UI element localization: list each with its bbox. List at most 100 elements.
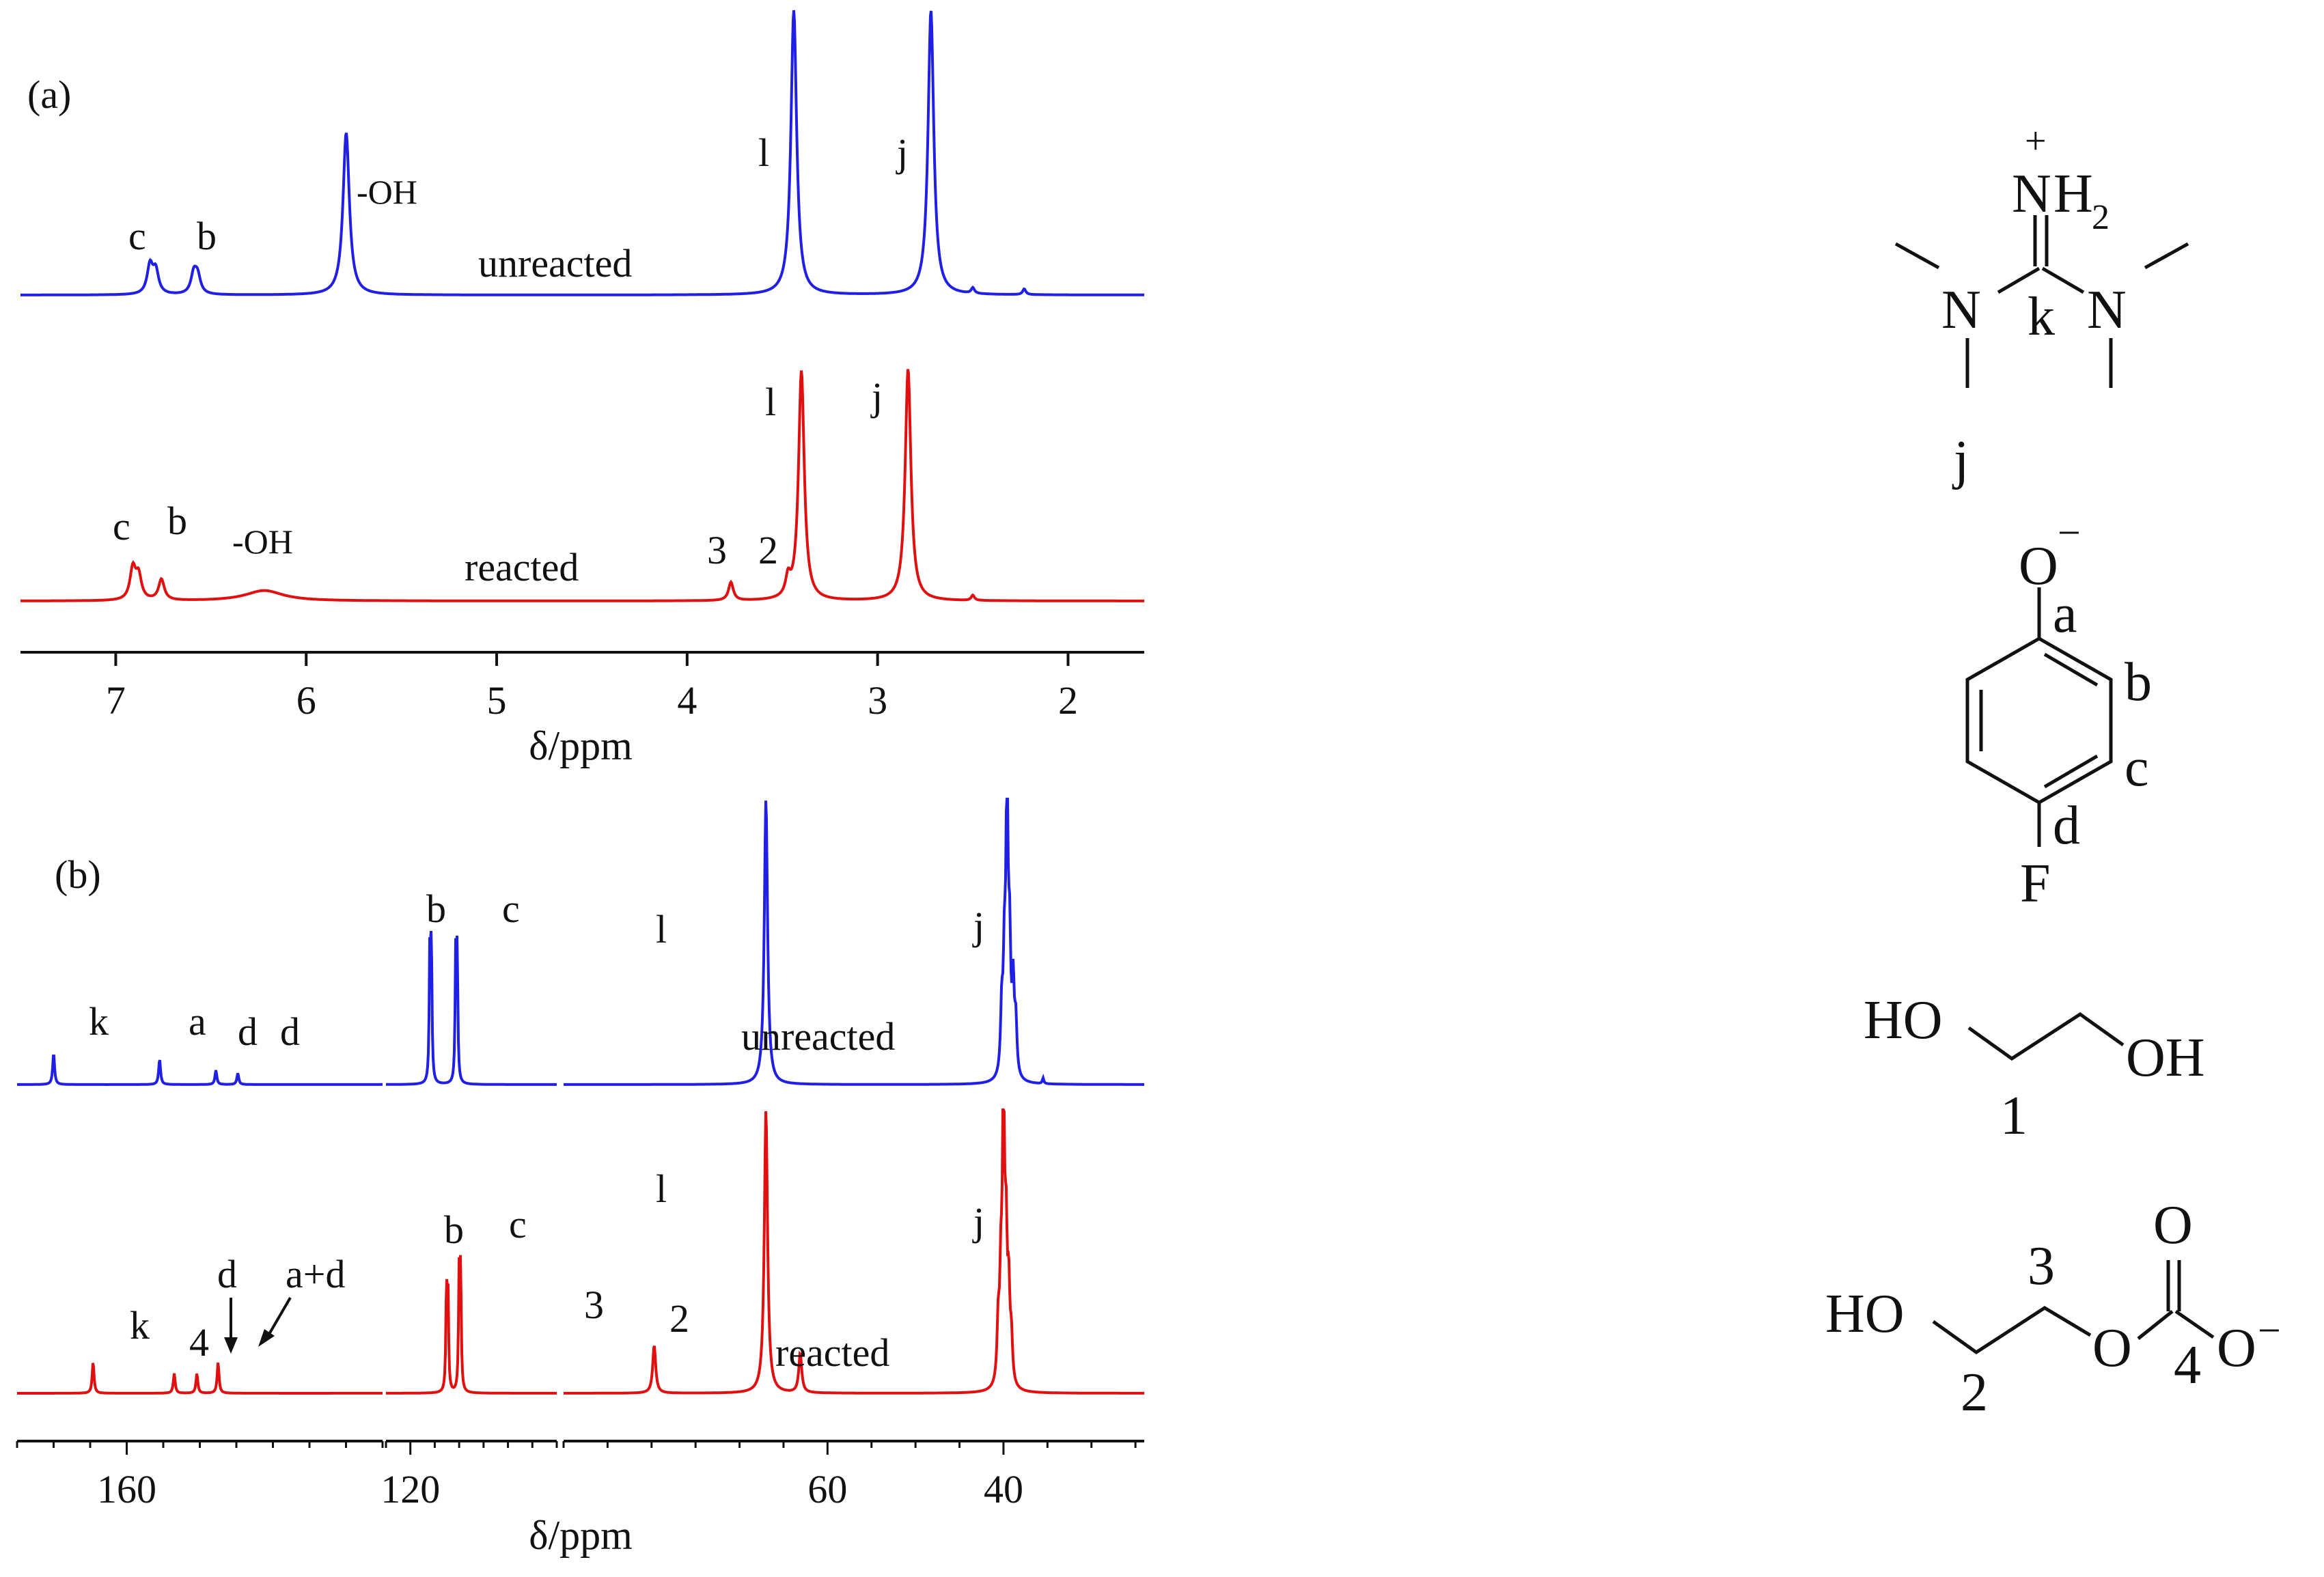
peak-label-b-r-3: 3 (584, 1283, 604, 1327)
peak-label-b-r-d: d (217, 1252, 237, 1296)
peak-label-b-r-j: j (972, 1199, 984, 1244)
peak-label-a-r-c: c (113, 504, 130, 548)
series-label-b-unreacted: unreacted (741, 1014, 895, 1059)
peak-label-a-u-j: j (896, 130, 908, 175)
x-tick-label-a-1: 6 (296, 678, 316, 723)
peak-label-b-u-a: a (189, 999, 206, 1044)
benzene-inner-3 (2043, 754, 2099, 789)
peak-label-b-u-c: c (502, 887, 520, 931)
x-tick-label-a-3: 4 (677, 678, 697, 723)
peak-label-a-u-oh: -OH (357, 173, 417, 211)
carb-o-top: O (2153, 1195, 2193, 1255)
carb-chain (1932, 1306, 2092, 1355)
peak-label-b-u-l: l (656, 907, 667, 951)
x-tick-label-b-2-0: 60 (807, 1467, 847, 1511)
arrow-d-head (224, 1337, 238, 1354)
peak-label-a-u-c: c (128, 214, 146, 258)
x-tick-label-a-4: 3 (868, 678, 887, 723)
benzene-inner-2 (2043, 652, 2099, 687)
panel-b-label: (b) (55, 852, 101, 897)
guan-n-plus: N (2012, 164, 2051, 224)
series-label-a-reacted: reacted (465, 545, 579, 589)
carb-2: 2 (1961, 1363, 1988, 1423)
panel-a-label: (a) (27, 72, 71, 117)
arrow-ad (267, 1296, 292, 1337)
eg-oh: OH (2126, 1028, 2205, 1088)
peak-label-a-u-b: b (197, 214, 217, 258)
structure-phenolate (1965, 587, 2113, 847)
benzene-ring (1965, 637, 2113, 805)
guan-sub2: 2 (2092, 198, 2109, 237)
peak-label-b-r-2: 2 (669, 1296, 689, 1341)
carb-3: 3 (2028, 1236, 2055, 1296)
phen-o: O (2019, 536, 2058, 596)
structure-guanidinium (1894, 215, 2189, 388)
bond-nright-me (2144, 242, 2189, 270)
spectrum-a-reacted (20, 369, 1144, 602)
peak-label-b-r-k: k (130, 1303, 150, 1348)
guan-n-right: N (2087, 280, 2127, 340)
carb-minus: − (2258, 1308, 2281, 1353)
peak-label-b-r-ad: a+d (286, 1252, 345, 1296)
panel-b: (b) unreacted reacted k a d d b c l j k … (16, 798, 1144, 1558)
peak-label-b-r-4: 4 (189, 1320, 209, 1365)
carb-ho: HO (1825, 1284, 1905, 1344)
carb-o-c (2137, 1310, 2174, 1340)
peak-label-b-r-l: l (656, 1167, 667, 1211)
x-tick-label-a-5: 2 (1058, 678, 1078, 723)
guan-h: H (2053, 164, 2093, 224)
x-tick-label-a-2: 5 (487, 678, 507, 723)
carb-o-ester: O (2092, 1318, 2132, 1378)
guan-n-left: N (1941, 280, 1981, 340)
bond-c-nright (2041, 266, 2085, 294)
structure-carbonate (1932, 1260, 2215, 1355)
peak-label-b-u-d2: d (280, 1009, 300, 1054)
phen-c: c (2125, 738, 2149, 798)
guan-plus: + (2025, 120, 2047, 163)
phen-f: F (2020, 854, 2051, 914)
peak-label-b-u-d1: d (238, 1009, 258, 1054)
peak-label-b-u-k: k (89, 999, 109, 1044)
x-ticks-a: 7 6 5 4 3 2 (106, 652, 1078, 723)
phen-a: a (2053, 584, 2077, 644)
x-tick-label-b-0-0: 160 (97, 1467, 156, 1511)
eg-chain (1967, 1011, 2125, 1061)
x-tick-label-b-2-1: 40 (984, 1467, 1023, 1511)
spectrum-a-unreacted (20, 10, 1144, 296)
structure-guanidinium-labels: N H 2 + N N k j (1941, 120, 2127, 490)
phen-d: d (2053, 796, 2080, 856)
series-label-a-unreacted: unreacted (478, 241, 632, 285)
bond-nleft-me (1894, 242, 1940, 270)
guan-j: j (1952, 430, 1969, 490)
peak-label-a-u-l: l (758, 130, 769, 175)
panel-a: (a) unreacted reacted c b -OH l j c b -O… (20, 10, 1144, 768)
structure-ethylene-glycol (1967, 1011, 2125, 1061)
structure-carbonate-labels: HO O O O − 3 2 4 (1825, 1195, 2281, 1423)
x-axis-label-b: δ/ppm (529, 1513, 633, 1558)
peak-label-b-u-j: j (972, 904, 984, 948)
structure-ethylene-glycol-labels: HO OH 1 (1864, 990, 2205, 1146)
x-tick-label-b-1-0: 120 (381, 1467, 440, 1511)
peak-label-b-r-b: b (444, 1208, 464, 1252)
peak-label-a-r-3: 3 (707, 528, 727, 572)
peak-label-a-r-l: l (765, 380, 776, 424)
peak-label-a-r-j: j (870, 374, 883, 419)
series-label-b-reacted: reacted (775, 1330, 889, 1375)
guan-k: k (2028, 287, 2055, 347)
arrow-ad-head (258, 1329, 275, 1347)
x-tick-label-a-0: 7 (106, 678, 126, 723)
carb-o-minus: O (2217, 1318, 2256, 1378)
phen-b: b (2125, 652, 2152, 712)
spectrum-b-reacted (17, 1108, 1144, 1395)
peak-label-a-r-2: 2 (758, 528, 778, 572)
eg-1: 1 (2000, 1086, 2028, 1146)
x-ticks-b: 160 120 60 40 (16, 1441, 1137, 1511)
structure-phenolate-labels: O − a b c d F (2019, 510, 2152, 914)
carb-4: 4 (2174, 1335, 2201, 1395)
spectrum-b-unreacted (17, 798, 1144, 1086)
peak-label-b-r-c: c (509, 1202, 527, 1246)
phen-minus: − (2058, 510, 2081, 555)
eg-ho: HO (1864, 990, 1943, 1050)
peak-label-a-r-oh: -OH (232, 522, 293, 561)
